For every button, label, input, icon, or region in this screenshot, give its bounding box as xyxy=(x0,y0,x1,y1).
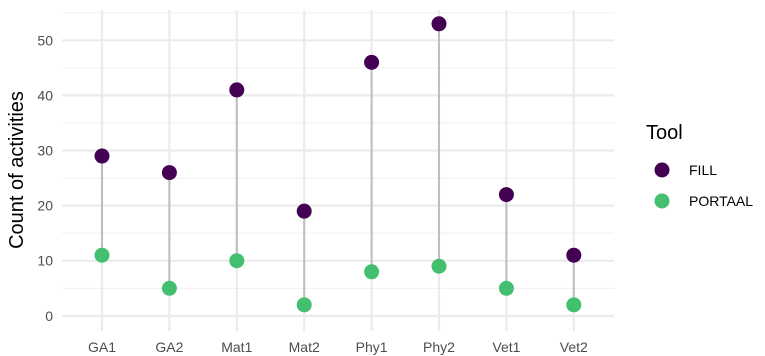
dumbbell-segments xyxy=(101,23,575,305)
data-point-portaal xyxy=(431,258,447,274)
major-gridlines xyxy=(62,10,614,331)
data-point-fill xyxy=(498,187,514,203)
legend-label-portaal: PORTAAL xyxy=(689,193,753,209)
data-point-fill xyxy=(566,247,582,263)
data-point-portaal xyxy=(94,247,110,263)
x-tick-label: GA2 xyxy=(155,339,183,355)
data-point-portaal xyxy=(498,280,514,296)
legend-items: FILL PORTAAL xyxy=(654,162,753,209)
data-point-fill xyxy=(161,165,177,181)
x-tick-label: Phy2 xyxy=(423,339,455,355)
y-tick-label: 40 xyxy=(37,87,53,103)
data-point-fill xyxy=(296,203,312,219)
data-point-portaal xyxy=(566,297,582,313)
x-tick-label: Mat1 xyxy=(221,339,252,355)
data-point-fill xyxy=(229,82,245,98)
y-tick-label: 20 xyxy=(37,198,53,214)
data-point-portaal xyxy=(296,297,312,313)
legend: Tool FILL PORTAAL xyxy=(646,122,753,209)
x-tick-label: Vet2 xyxy=(560,339,588,355)
x-tick-labels: GA1 GA2 Mat1 Mat2 Phy1 Phy2 Vet1 Vet2 xyxy=(88,339,588,355)
x-tick-label: Vet1 xyxy=(492,339,520,355)
data-point-fill xyxy=(431,16,447,32)
data-point-portaal xyxy=(229,253,245,269)
data-point-fill xyxy=(94,148,110,164)
data-point-fill xyxy=(364,54,380,70)
y-tick-labels: 0 10 20 30 40 50 xyxy=(37,32,53,324)
legend-label-fill: FILL xyxy=(689,162,717,178)
legend-key-fill xyxy=(654,162,670,178)
x-tick-label: Mat2 xyxy=(289,339,320,355)
data-point-portaal xyxy=(161,280,177,296)
data-point-portaal xyxy=(364,264,380,280)
data-points xyxy=(94,16,582,313)
legend-title: Tool xyxy=(646,122,683,144)
y-tick-label: 30 xyxy=(37,143,53,159)
legend-key-portaal xyxy=(654,193,670,209)
x-tick-label: Phy1 xyxy=(356,339,388,355)
y-axis-title: Count of activities xyxy=(6,91,28,249)
y-tick-label: 50 xyxy=(37,32,53,48)
minor-gridlines xyxy=(62,12,614,289)
y-tick-label: 10 xyxy=(37,253,53,269)
x-tick-label: GA1 xyxy=(88,339,116,355)
y-tick-label: 0 xyxy=(45,308,53,324)
